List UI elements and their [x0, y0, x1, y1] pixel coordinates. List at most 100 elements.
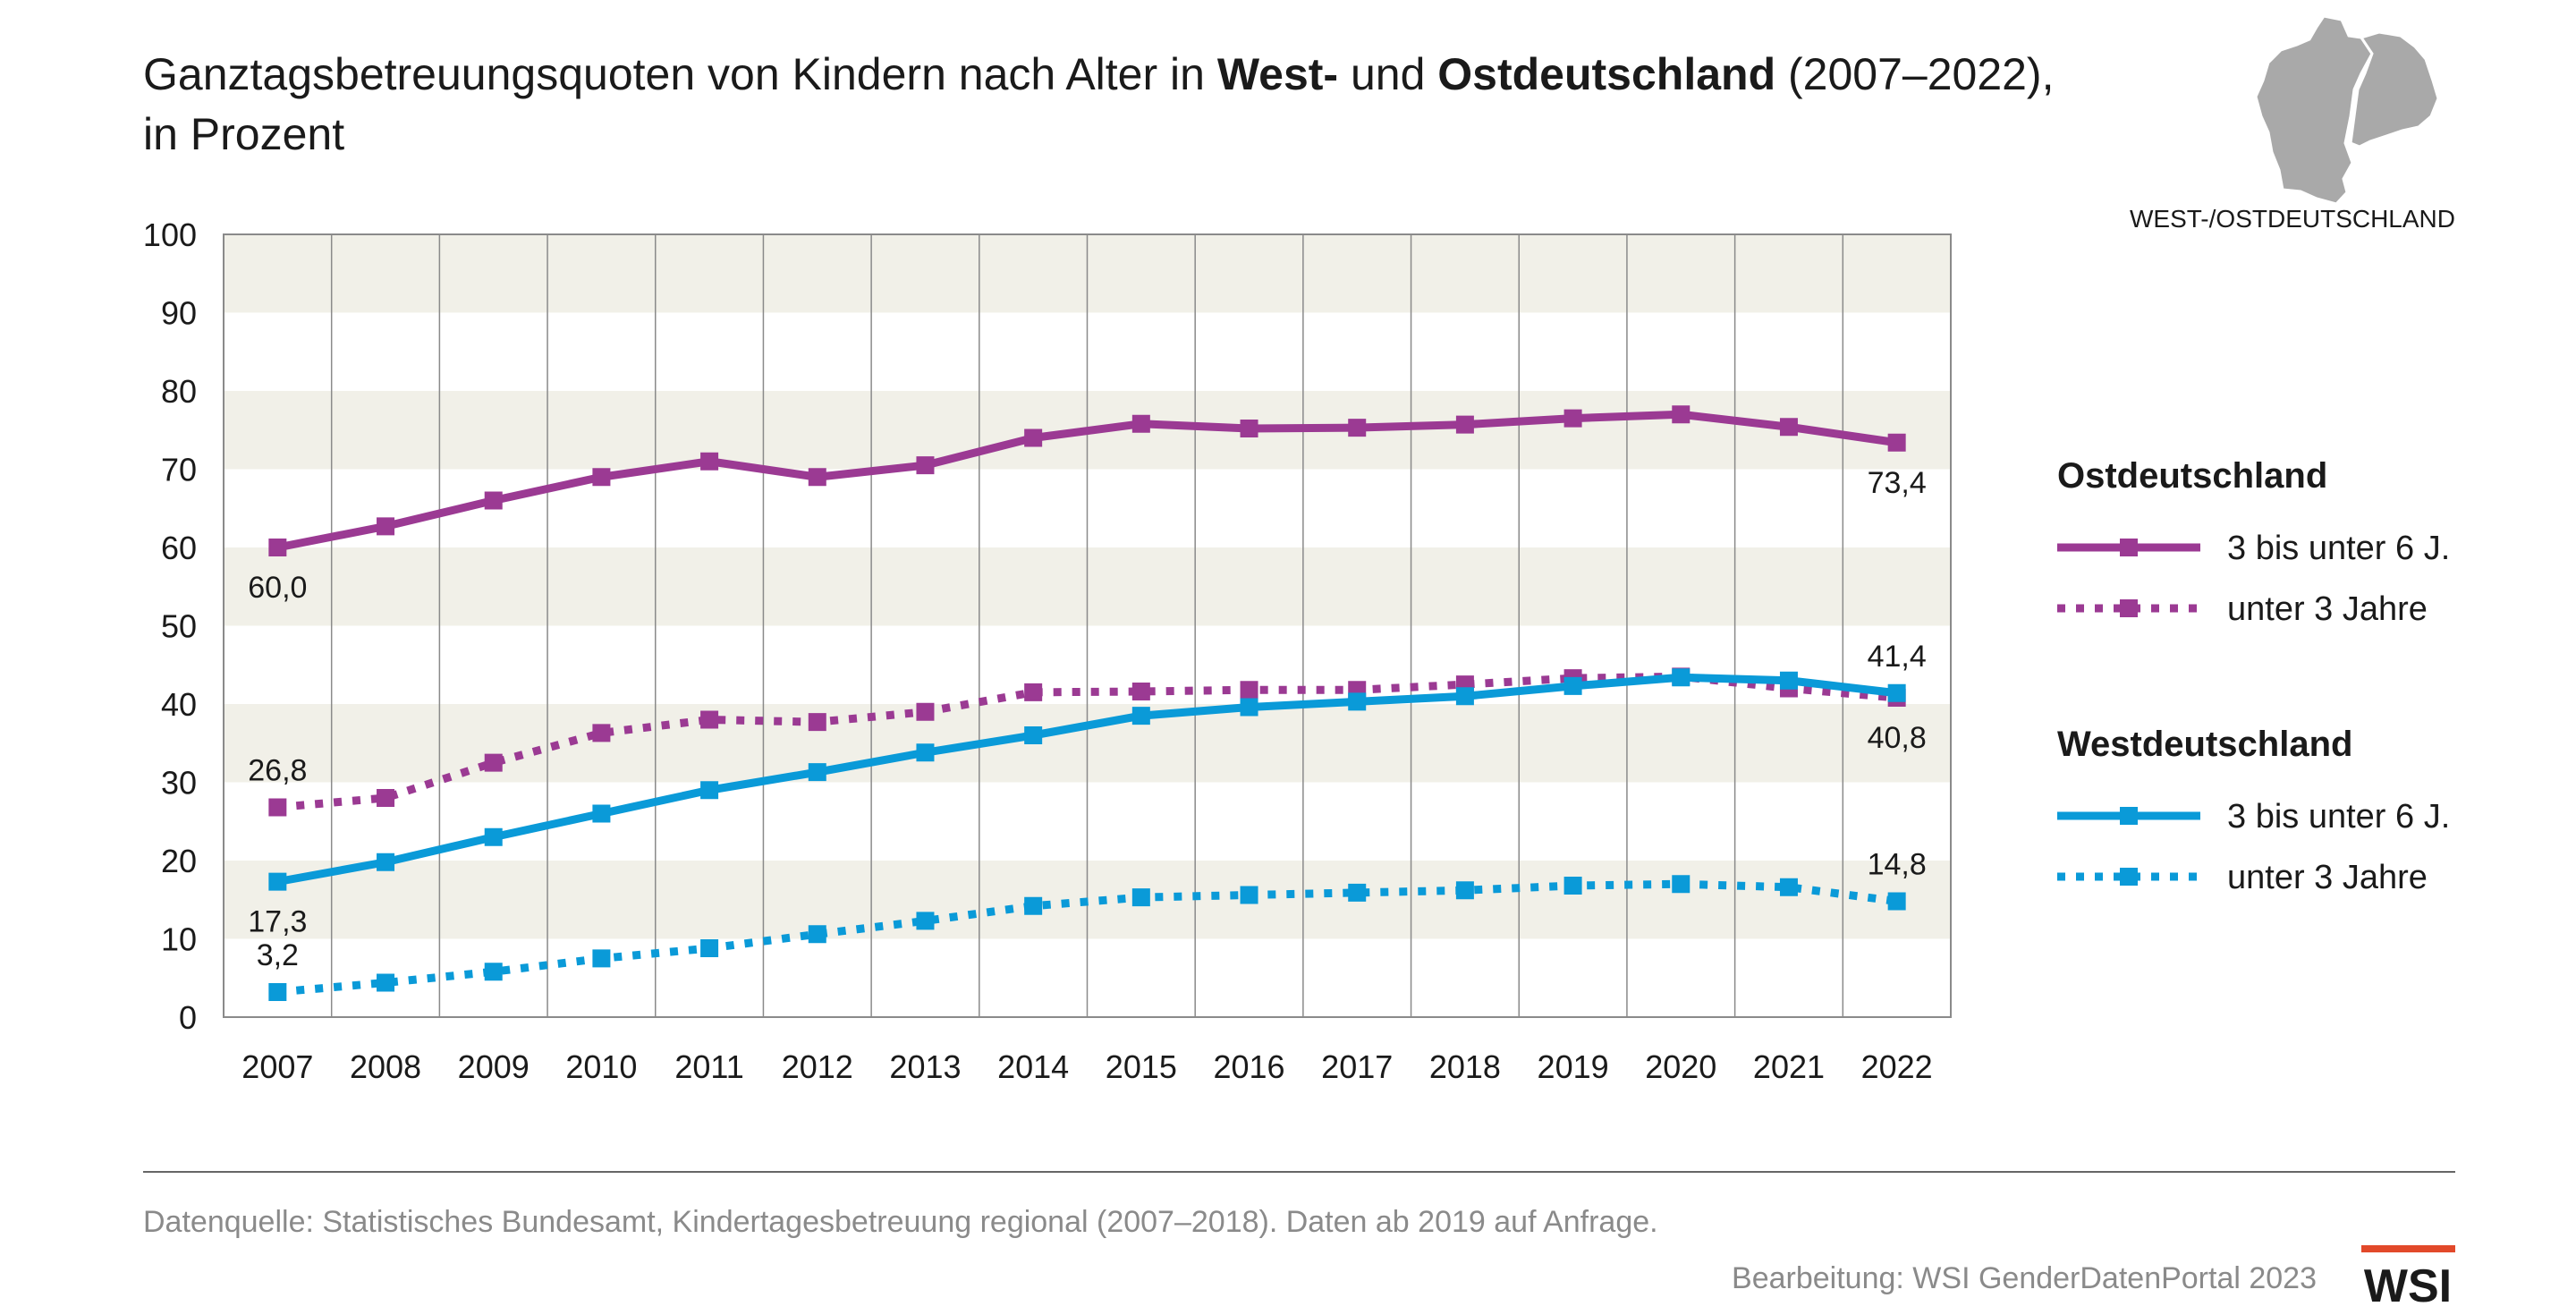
data-point	[1563, 676, 1582, 695]
series-1	[268, 405, 1906, 556]
data-label: 17,3	[248, 905, 307, 939]
data-label: 40,8	[1868, 721, 1927, 755]
y-tick-label: 100	[143, 216, 197, 253]
legend-swatch-marker	[2120, 868, 2138, 886]
x-tick-label: 2016	[1213, 1048, 1284, 1085]
data-point	[1131, 414, 1150, 433]
data-point	[1563, 409, 1582, 428]
legend-item-label: unter 3 Jahre	[2227, 859, 2428, 896]
x-tick-label: 2014	[997, 1048, 1069, 1085]
series-layer	[268, 405, 1906, 1001]
data-label: 3,2	[257, 938, 299, 972]
x-tick-label: 2007	[242, 1048, 313, 1085]
x-tick-label: 2008	[350, 1048, 421, 1085]
data-label: 26,8	[248, 754, 307, 788]
data-point	[268, 872, 287, 891]
y-tick-label: 90	[161, 295, 197, 332]
data-point	[1024, 726, 1043, 744]
data-point	[700, 781, 719, 800]
data-point	[484, 827, 503, 846]
wsi-logo: WSI	[2361, 1245, 2455, 1312]
x-tick-label: 2017	[1321, 1048, 1393, 1085]
chart-title-line2: in Prozent	[143, 109, 344, 159]
data-point	[1240, 420, 1258, 437]
series-line	[276, 673, 1898, 887]
data-label: 73,4	[1868, 466, 1927, 500]
series-4	[268, 875, 1906, 1001]
data-point	[592, 468, 611, 487]
x-tick-label: 2013	[889, 1048, 961, 1085]
data-point	[1131, 888, 1150, 907]
legend-swatch-marker	[2120, 539, 2138, 556]
data-point	[1563, 877, 1582, 895]
legend-item-label: 3 bis unter 6 J.	[2227, 798, 2450, 836]
data-point	[916, 456, 935, 475]
y-tick-label: 60	[161, 530, 197, 566]
plot-frame	[223, 233, 1952, 1018]
data-point	[1348, 419, 1367, 437]
data-point	[916, 912, 935, 930]
data-point	[700, 939, 719, 957]
data-label: 60,0	[248, 571, 307, 605]
y-tick-label: 80	[161, 373, 197, 410]
x-tick-label: 2010	[565, 1048, 637, 1085]
data-point	[1348, 883, 1367, 902]
data-point	[1455, 415, 1474, 434]
data-point	[377, 853, 395, 871]
data-point	[377, 517, 395, 536]
data-point	[1672, 875, 1690, 894]
data-point	[808, 925, 826, 944]
y-axis-ticks: 0 10 20 30 40 50 60 70 80 90 100	[143, 216, 197, 1036]
map-label: WEST-/OSTDEUTSCHLAND	[2130, 205, 2455, 233]
data-point	[592, 949, 611, 968]
x-tick-label: 2018	[1429, 1048, 1501, 1085]
series-line	[276, 410, 1898, 552]
legend-swatch-marker	[2120, 599, 2138, 617]
x-tick-label: 2012	[782, 1048, 853, 1085]
data-point	[592, 804, 611, 823]
data-point	[700, 710, 719, 729]
legend-swatch-marker	[2120, 807, 2138, 825]
x-tick-label: 2019	[1538, 1048, 1609, 1085]
map-east-region	[2349, 30, 2440, 148]
source-note: Datenquelle: Statistisches Bundesamt, Ki…	[143, 1205, 1658, 1239]
data-point	[808, 713, 826, 732]
data-point	[1240, 886, 1258, 904]
legend: Ostdeutschland 3 bis unter 6 J. unter 3 Ja…	[2057, 456, 2450, 896]
data-point	[1779, 418, 1798, 437]
series-3	[268, 668, 1906, 891]
data-point	[1887, 892, 1906, 911]
title-part2: und	[1338, 49, 1437, 99]
data-point	[1131, 707, 1150, 725]
x-tick-label: 2015	[1106, 1048, 1177, 1085]
data-point	[808, 468, 826, 487]
data-point	[484, 491, 503, 510]
data-point	[808, 763, 826, 782]
data-point	[916, 743, 935, 762]
data-label: 14,8	[1868, 848, 1927, 882]
legend-item-label: 3 bis unter 6 J.	[2227, 530, 2450, 567]
germany-map-icon	[2254, 14, 2440, 206]
data-point	[377, 973, 395, 992]
data-point	[268, 798, 287, 817]
title-bold-ost: Ostdeutschland	[1437, 49, 1775, 99]
data-point	[1779, 878, 1798, 896]
data-point	[1131, 683, 1150, 700]
data-point	[1455, 881, 1474, 900]
data-point	[268, 983, 287, 1001]
x-tick-label: 2011	[674, 1048, 743, 1085]
x-axis-ticks: 2007 2008 2009 2010 2011 2012 2013 2014 2015 2016…	[242, 1048, 1932, 1085]
title-part1: Ganztagsbetreuungsquoten von Kindern nac…	[143, 49, 1217, 99]
data-point	[916, 702, 935, 721]
title-part3: (2007–2022),	[1775, 49, 2054, 99]
data-point	[1887, 683, 1906, 702]
x-tick-label: 2022	[1861, 1048, 1933, 1085]
x-tick-label: 2020	[1645, 1048, 1716, 1085]
data-point	[484, 753, 503, 772]
data-label: 41,4	[1868, 640, 1927, 674]
y-tick-label: 70	[161, 452, 197, 488]
data-point	[592, 724, 611, 742]
vertical-gridlines	[330, 234, 1844, 1017]
y-tick-label: 40	[161, 686, 197, 723]
data-point	[1024, 428, 1043, 447]
